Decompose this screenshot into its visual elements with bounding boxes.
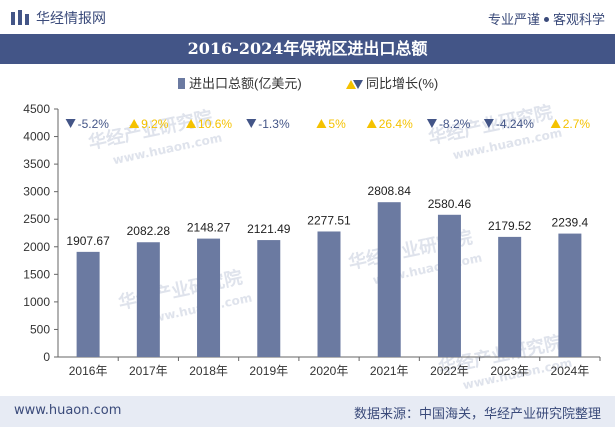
legend: 进出口总额(亿美元) 同比增长(%) [178, 76, 438, 91]
growth-up-triangle-icon [129, 119, 140, 128]
y-axis: 0 500 1000 1500 2000 2500 3000 3500 4000 4500 [23, 102, 59, 364]
y-tick-label: 4500 [23, 102, 50, 116]
growth-label: 2.7% [563, 117, 591, 131]
dot-separator-icon [543, 17, 549, 22]
legend-growth-label: 同比增长(%) [366, 76, 438, 91]
chart-title: 2016-2024年保税区进出口总额 [0, 34, 615, 64]
growth-label: 5% [328, 117, 346, 131]
y-tick-label: 500 [30, 322, 50, 336]
growth-down-triangle-icon [483, 119, 494, 128]
growth-label: -1.3% [258, 117, 290, 131]
bar [76, 251, 100, 357]
growth-labels: -5.2% 9.2% 10.6% -1.3% 5% 26.4% -8.2% -4.24% 2.7… [65, 117, 591, 131]
tagline: 专业严谨 客观科学 [488, 9, 605, 28]
growth-label: 26.4% [379, 117, 413, 131]
x-tick-label: 2023年 [490, 364, 529, 378]
bar [558, 233, 582, 357]
x-tick-label: 2019年 [249, 364, 288, 378]
growth-up-triangle-icon [550, 119, 561, 128]
growth-up-triangle-icon [316, 119, 327, 128]
footer-website[interactable]: www.huaon.com [14, 403, 122, 418]
growth-down-triangle-icon [246, 119, 257, 128]
footer: www.huaon.com 数据来源：中国海关，华经产业研究院整理 [0, 396, 615, 427]
growth-label: 9.2% [141, 117, 169, 131]
legend-down-triangle-icon [353, 80, 363, 89]
growth-up-triangle-icon [366, 119, 377, 128]
y-tick-label: 4000 [23, 130, 50, 144]
bar [136, 242, 160, 357]
bar [197, 238, 221, 357]
legend-bar-label: 进出口总额(亿美元) [189, 76, 302, 91]
bar-value-label: 2580.46 [428, 197, 472, 211]
bar-value-label: 2239.4 [552, 216, 589, 230]
bar-value-label: 2082.28 [127, 224, 171, 238]
bar-value-label: 2179.52 [488, 219, 532, 233]
top-bar: 华经情报网 专业严谨 客观科学 [0, 0, 615, 34]
bar [498, 236, 522, 357]
bar [317, 231, 341, 357]
bar [377, 202, 401, 357]
y-tick-label: 3000 [23, 185, 50, 199]
growth-down-triangle-icon [426, 119, 437, 128]
y-tick-label: 2000 [23, 240, 50, 254]
growth-label: -8.2% [439, 117, 471, 131]
x-tick-label: 2020年 [310, 364, 349, 378]
growth-label: 10.6% [198, 117, 232, 131]
tagline-right: 客观科学 [552, 13, 605, 28]
bar [437, 214, 461, 357]
bar-chart: 华经产业研究院www.huaon.com华经产业研究院www.huaon.com… [23, 76, 601, 392]
growth-label: -5.2% [78, 117, 110, 131]
bar-value-label: 2148.27 [187, 221, 231, 235]
y-tick-label: 0 [43, 350, 50, 364]
legend-up-triangle-icon [346, 80, 356, 89]
x-tick-label: 2017年 [129, 364, 168, 378]
x-tick-label: 2022年 [430, 364, 469, 378]
x-tick-label: 2021年 [370, 364, 409, 378]
bar-value-label: 2277.51 [307, 213, 351, 227]
x-tick-label: 2016年 [69, 364, 108, 378]
growth-up-triangle-icon [186, 119, 197, 128]
x-tick-label: 2018年 [189, 364, 228, 378]
growth-down-triangle-icon [65, 119, 76, 128]
bar-value-label: 2121.49 [247, 222, 291, 236]
legend-bar-swatch [178, 78, 185, 89]
growth-label: -4.24% [496, 117, 534, 131]
brand-name: 华经情报网 [36, 11, 106, 27]
y-tick-label: 3500 [23, 157, 50, 171]
bar-value-label: 2808.84 [368, 184, 412, 198]
brand-logo-icon [11, 10, 29, 25]
footer-source: 数据来源：中国海关，华经产业研究院整理 [353, 407, 601, 422]
tagline-left: 专业严谨 [487, 13, 540, 28]
brand[interactable]: 华经情报网 [10, 8, 106, 28]
x-axis: 2016年 2017年 2018年 2019年 2020年 2021年 2022年 2023年… [58, 356, 601, 378]
y-tick-label: 1500 [23, 267, 50, 281]
bar-value-label: 1907.67 [66, 234, 110, 248]
y-tick-label: 1000 [23, 295, 50, 309]
y-tick-label: 2500 [23, 212, 50, 226]
bar [257, 240, 281, 357]
x-tick-label: 2024年 [551, 364, 590, 378]
bars: 1907.67 2082.28 2148.27 2121.49 2277.51 2808.… [66, 184, 589, 357]
